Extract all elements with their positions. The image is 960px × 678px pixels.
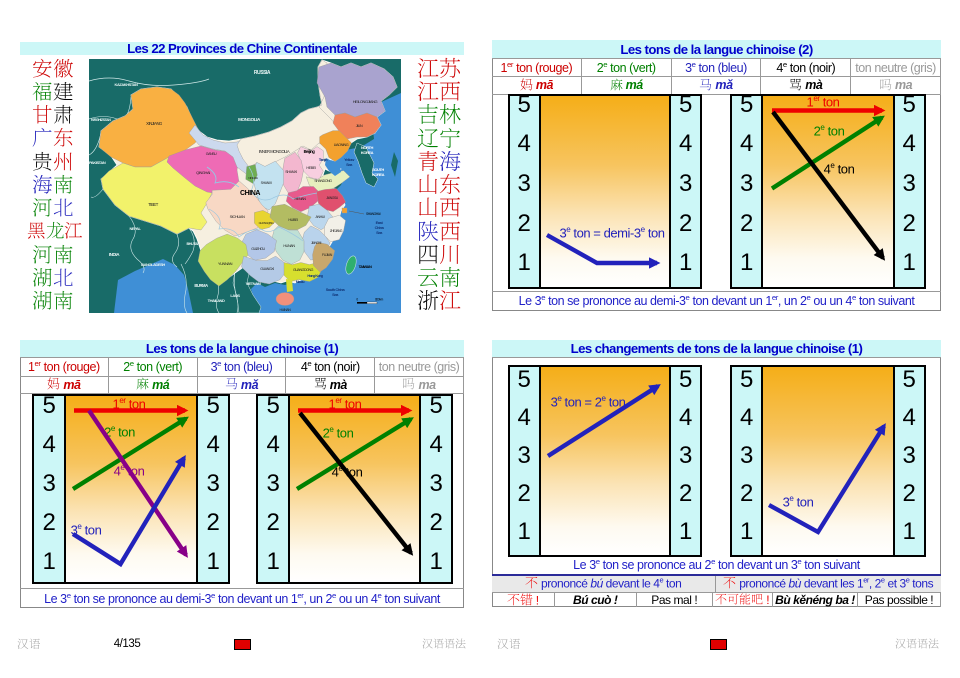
svg-text:GUANGXI: GUANGXI (260, 267, 274, 271)
svg-text:THAILAND: THAILAND (208, 298, 225, 303)
svg-text:Hong Kong: Hong Kong (307, 274, 323, 278)
svg-text:PAKISTAN: PAKISTAN (89, 160, 106, 165)
svg-text:JIANGXI: JIANGXI (311, 241, 322, 245)
svg-text:SHANXI: SHANXI (261, 181, 272, 185)
svg-text:TIBET: TIBET (148, 202, 159, 207)
svg-text:SHANDONG: SHANDONG (314, 179, 332, 183)
svg-text:GUIZHOU: GUIZHOU (251, 247, 265, 251)
svg-text:SOUTH: SOUTH (372, 167, 384, 172)
svg-text:NINGXIA: NINGXIA (248, 176, 258, 180)
svg-text:INDIA: INDIA (109, 252, 120, 257)
svg-text:HENAN: HENAN (294, 197, 306, 201)
svg-text:RUSSIA: RUSSIA (254, 70, 271, 76)
svg-text:GANSU: GANSU (206, 152, 217, 156)
svg-text:LAOS: LAOS (230, 293, 240, 298)
svg-text:Sea: Sea (332, 292, 339, 297)
svg-text:BURMA: BURMA (194, 283, 208, 288)
svg-text:HEILONGJIANG: HEILONGJIANG (353, 99, 378, 104)
svg-text:600 km: 600 km (375, 298, 384, 302)
svg-text:GUANGDONG: GUANGDONG (293, 268, 314, 272)
svg-text:BHUTAN: BHUTAN (186, 242, 200, 246)
svg-text:NORTH: NORTH (361, 145, 374, 150)
svg-text:FUJIAN: FUJIAN (322, 253, 333, 257)
svg-text:SHANGHAI: SHANGHAI (366, 212, 381, 216)
svg-text:QINGHAI: QINGHAI (196, 170, 210, 175)
svg-text:INNER MONGOLIA: INNER MONGOLIA (259, 149, 290, 154)
svg-text:Sea: Sea (346, 162, 353, 167)
svg-text:JILIN: JILIN (356, 124, 363, 128)
svg-text:CHINA: CHINA (240, 190, 260, 197)
svg-text:SICHUAN: SICHUAN (230, 214, 245, 219)
svg-text:XINJIANG: XINJIANG (146, 121, 162, 126)
svg-text:East: East (376, 220, 384, 225)
svg-text:South China: South China (326, 287, 346, 292)
svg-text:LIAONING: LIAONING (334, 143, 349, 147)
svg-text:VIETNAM: VIETNAM (246, 281, 262, 286)
svg-text:KOREA: KOREA (361, 150, 374, 155)
svg-text:Sea: Sea (376, 230, 383, 235)
svg-text:Beijing: Beijing (304, 149, 316, 154)
svg-text:HUBEI: HUBEI (288, 218, 298, 222)
svg-text:KAZAKHSTAN: KAZAKHSTAN (115, 82, 139, 87)
svg-text:Yellow: Yellow (344, 157, 355, 162)
svg-text:JIANGSU: JIANGSU (326, 196, 339, 200)
svg-text:TAIWAN: TAIWAN (359, 264, 372, 269)
svg-text:KIRGHIZSTAN: KIRGHIZSTAN (91, 118, 111, 122)
svg-text:HUNAN: HUNAN (283, 244, 295, 248)
svg-text:ANHUI: ANHUI (316, 215, 325, 219)
svg-text:ZHEJIANG: ZHEJIANG (330, 229, 343, 233)
svg-text:0: 0 (356, 298, 358, 302)
svg-text:MONGOLIA: MONGOLIA (238, 117, 261, 122)
svg-text:CHONGQING: CHONGQING (259, 221, 275, 225)
svg-text:BANGLADESH: BANGLADESH (141, 262, 165, 267)
svg-text:Tianjin: Tianjin (319, 158, 328, 162)
svg-text:Macau: Macau (296, 280, 305, 284)
svg-text:KOREA: KOREA (372, 172, 385, 177)
svg-text:NEPAL: NEPAL (129, 226, 141, 231)
svg-text:China: China (375, 225, 385, 230)
svg-text:SHANXI: SHANXI (285, 170, 297, 174)
svg-text:HEBEI: HEBEI (306, 166, 316, 170)
svg-text:HAINAN: HAINAN (280, 308, 292, 312)
svg-text:YUNNAN: YUNNAN (218, 261, 233, 266)
